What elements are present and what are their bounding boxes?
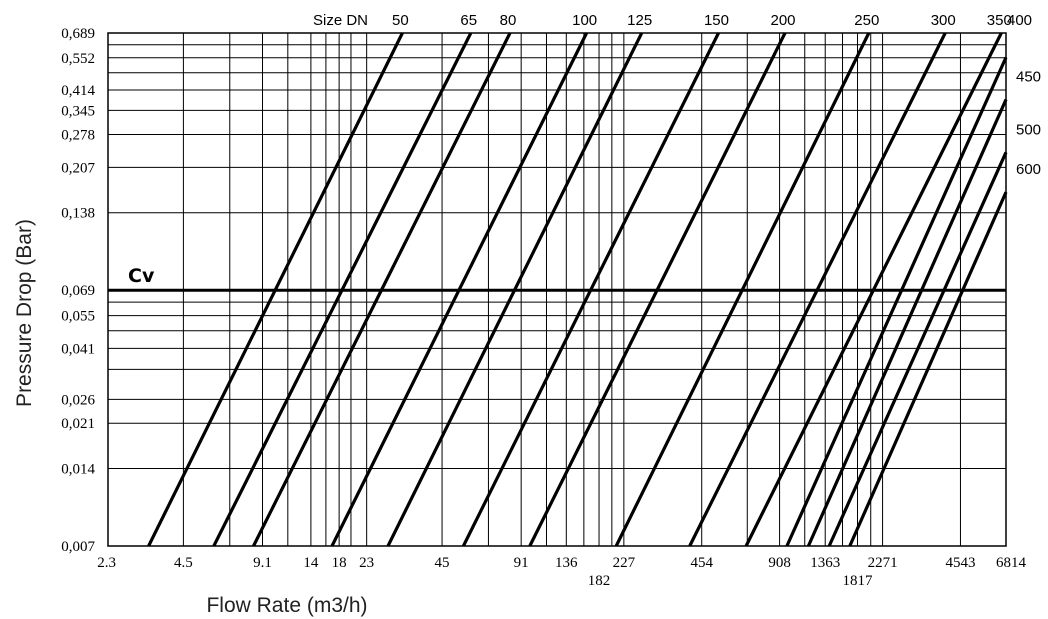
x-tick-label: 6814: [996, 555, 1027, 571]
y-axis-title: Pressure Drop (Bar): [13, 219, 36, 407]
x-axis-title: Flow Rate (m3/h): [206, 594, 367, 617]
plot-border: [107, 32, 1007, 547]
y-tick-label: 0,414: [61, 83, 95, 99]
x-tick-label: 908: [768, 555, 791, 571]
dn-label-100: 100: [572, 12, 597, 29]
x-tick-label: 136: [555, 555, 578, 571]
y-tick-labels: 0,689 0,552 0,414 0,345 0,278 0,207 0,138 0,069…: [61, 26, 95, 555]
y-tick-label: 0,007: [61, 539, 95, 555]
y-tick-label: 0,041: [61, 341, 95, 357]
y-tick-label: 0,069: [61, 283, 95, 299]
size-dn-title: Size DN: [313, 12, 368, 29]
dn-label-500: 500: [1016, 121, 1041, 138]
y-tick-label: 0,345: [61, 103, 95, 119]
x-tick-label: 1363: [810, 555, 840, 571]
x-tick-label: 182: [588, 573, 611, 589]
x-tick-label: 45: [435, 555, 450, 571]
dn-label-65: 65: [460, 12, 477, 29]
x-tick-label: 14: [303, 555, 319, 571]
series-line-dn-450: [806, 98, 1008, 547]
y-tick-label: 0,014: [61, 462, 95, 478]
x-tick-label: 2271: [868, 555, 898, 571]
x-tick-label: 18: [332, 555, 347, 571]
x-tick-label: 227: [613, 555, 636, 571]
dn-label-300: 300: [931, 12, 956, 29]
cv-label: Cv: [128, 265, 155, 287]
x-tick-label: 4543: [945, 555, 975, 571]
x-tick-label: 91: [514, 555, 529, 571]
x-tick-label: 2.3: [97, 555, 116, 571]
x-tick-label: 454: [690, 555, 713, 571]
dn-label-200: 200: [771, 12, 796, 29]
y-tick-label: 0,278: [61, 127, 95, 143]
dn-label-125: 125: [627, 12, 652, 29]
y-tick-label: 0,552: [61, 51, 95, 67]
dn-label-350: 350: [987, 12, 1012, 29]
series-line-dn-400: [785, 56, 1008, 547]
y-tick-label: 0,055: [61, 309, 95, 325]
dn-label-80: 80: [500, 12, 517, 29]
series-line-dn-600: [848, 191, 1008, 547]
x-tick-label: 9.1: [253, 555, 272, 571]
dn-label-450: 450: [1016, 69, 1041, 86]
dn-label-400: 400: [1007, 12, 1032, 29]
dn-label-150: 150: [704, 12, 729, 29]
dn-label-250: 250: [854, 12, 879, 29]
dn-label-600: 600: [1016, 161, 1041, 178]
x-tick-label: 23: [359, 555, 374, 571]
y-tick-label: 0,689: [61, 26, 95, 42]
y-tick-label: 0,026: [61, 392, 95, 408]
y-tick-label: 0,138: [61, 206, 95, 222]
y-tick-label: 0,021: [61, 416, 95, 432]
x-tick-label: 4.5: [174, 555, 193, 571]
plot-frame: [107, 32, 1007, 547]
dn-label-50: 50: [392, 12, 409, 29]
series-line-dn-500: [827, 151, 1008, 547]
x-tick-label: 1817: [843, 573, 874, 589]
y-tick-label: 0,207: [61, 160, 95, 176]
